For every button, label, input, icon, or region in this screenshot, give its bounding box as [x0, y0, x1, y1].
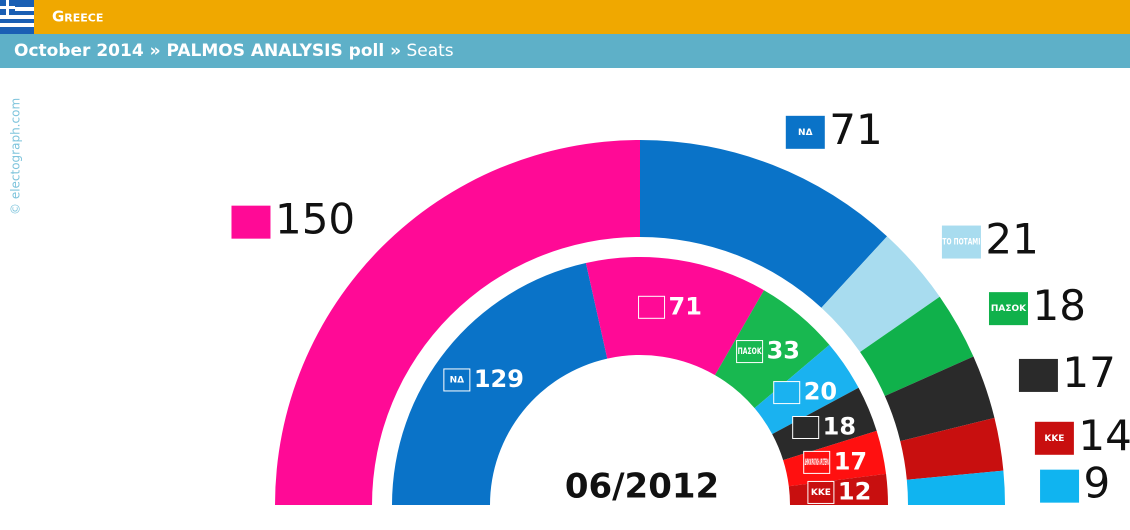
party-logo: [1017, 357, 1059, 393]
ring-title: 06/2012: [565, 467, 719, 507]
segment: [906, 470, 1005, 505]
segment: [275, 140, 640, 505]
title: October 2014 » PALMOS ANALYSIS poll » Se…: [14, 41, 454, 61]
segment: [772, 387, 877, 461]
logo-text: ΤΟ ΠΟΤΑΜΙ: [942, 238, 980, 248]
party-logo: [443, 368, 471, 392]
party-logo: [803, 450, 831, 474]
segment-label: 17 ΔΗΜΟΚΡΑΤΙΚΗ ΑΡΙΣΤΕΡΑ: [803, 447, 867, 475]
segment-label: 18: [792, 412, 856, 440]
segment: [392, 262, 608, 505]
logo-text: ΠΑΣΟΚ: [991, 304, 1027, 314]
party-logo: [784, 114, 826, 150]
segment-label: 129 ΝΔ: [443, 365, 524, 393]
logo-text: ΠΑΣΟΚ: [738, 347, 763, 357]
value-label: 150: [275, 195, 355, 244]
value-label: 21: [985, 215, 1038, 264]
segment: [821, 236, 940, 353]
logo-text: ΚΚΕ: [811, 488, 831, 498]
logo-text: ΝΔ: [798, 128, 813, 138]
party-logo: [987, 291, 1029, 327]
party-logo: [940, 224, 982, 260]
value-label: 9: [1084, 459, 1111, 508]
party-logo: [1033, 420, 1075, 456]
segment-label: 21 ΤΟ ΠΟΤΑΜΙ: [940, 215, 1039, 264]
party-logo: [792, 415, 820, 439]
segment: [860, 296, 974, 396]
segment: [884, 356, 995, 442]
segment-label: 71 ΝΔ: [784, 105, 883, 154]
segment-label: 20: [773, 378, 837, 406]
title-main: October 2014 » PALMOS ANALYSIS poll »: [14, 41, 401, 61]
logo-text: ΝΔ: [450, 375, 465, 385]
party-logo: [638, 295, 666, 319]
segment-label: 33 ΠΑΣΟΚ: [736, 337, 800, 365]
logo-text: ΚΚΕ: [1044, 434, 1064, 444]
segment: [754, 344, 859, 435]
value-label: 17: [1062, 348, 1115, 397]
segment-label: 71: [638, 292, 702, 320]
value-label: 18: [823, 412, 856, 440]
party-logo: [736, 340, 764, 364]
party-logo: [1039, 468, 1081, 504]
value-label: 129: [474, 365, 524, 393]
segment: [715, 290, 830, 409]
segment-label: 9: [1039, 459, 1111, 508]
value-label: 12: [838, 477, 871, 505]
segment-label: 17: [1017, 348, 1116, 397]
value-label: 14: [1078, 411, 1130, 460]
value-label: 20: [804, 378, 837, 406]
country-name: Greece: [52, 8, 103, 26]
segment: [585, 257, 764, 376]
value-label: 33: [767, 337, 800, 365]
logo-text: ΔΗΜΟΚΡΑΤΙΚΗ ΑΡΙΣΤΕΡΑ: [805, 458, 829, 468]
value-label: 71: [829, 105, 882, 154]
title-bar: [0, 34, 1130, 68]
party-logo: [807, 480, 835, 504]
title-metric: Seats: [406, 41, 453, 61]
country-bar: [0, 0, 1130, 34]
segment-label: 14 ΚΚΕ: [1033, 411, 1130, 460]
flag: [0, 0, 34, 34]
value-label: 71: [669, 292, 702, 320]
party-logo: [773, 381, 801, 405]
segment-label: 12 ΚΚΕ: [807, 477, 871, 505]
segment-label: 18 ΠΑΣΟΚ: [987, 281, 1086, 330]
value-label: 18: [1032, 281, 1085, 330]
segment: [640, 140, 888, 308]
credit: © electograph.com: [9, 98, 23, 215]
segment: [900, 417, 1004, 480]
party-logo: [230, 204, 272, 240]
segment-label: 150: [230, 195, 355, 244]
value-label: 17: [834, 447, 867, 475]
